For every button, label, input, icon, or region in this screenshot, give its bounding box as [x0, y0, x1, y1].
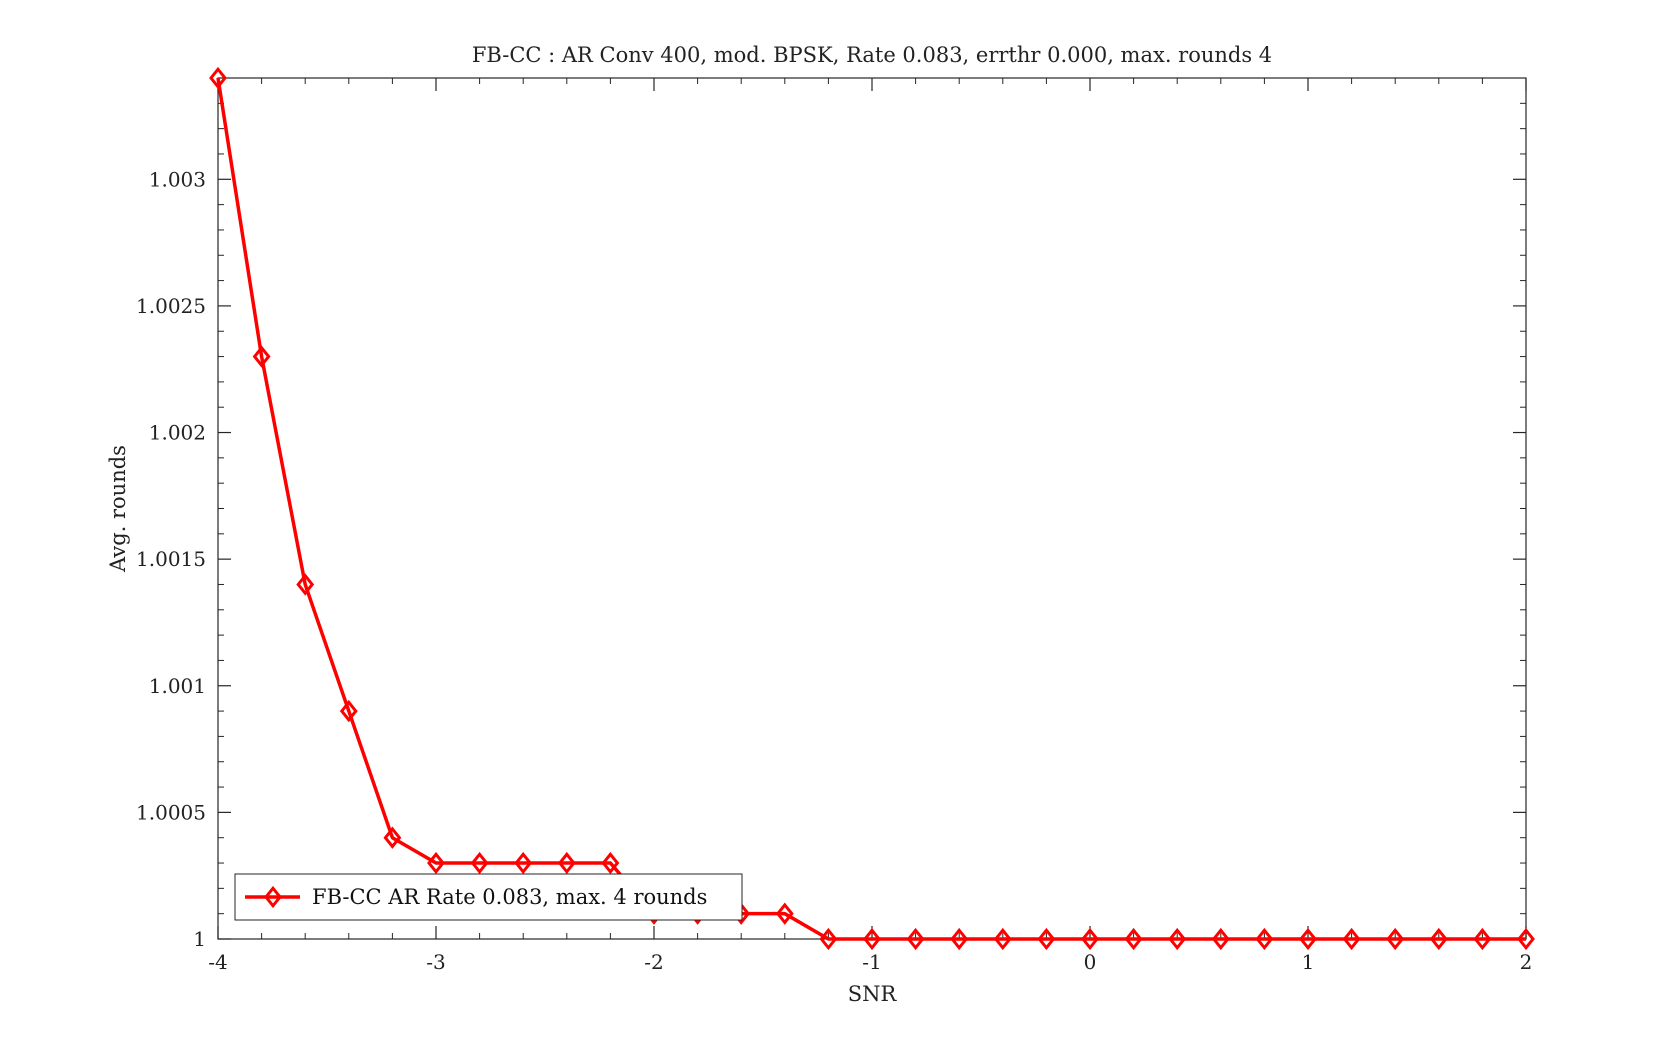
chart-title: FB-CC : AR Conv 400, mod. BPSK, Rate 0.0…: [472, 43, 1272, 67]
data-point-marker: [1299, 927, 1317, 951]
x-tick-label: -2: [644, 950, 663, 974]
y-tick-label: 1.0005: [136, 800, 206, 824]
data-point-marker: [863, 927, 881, 951]
data-point-marker: [1473, 927, 1492, 951]
x-tick-label: 2: [1520, 950, 1533, 974]
x-axis-tick-labels: -4 -3 -2 -1 0 1 2: [208, 950, 1532, 974]
data-point-marker: [993, 927, 1012, 951]
data-point-marker: [252, 345, 271, 368]
x-tick-label: 0: [1084, 950, 1097, 974]
data-point-marker: [1255, 927, 1274, 951]
legend: FB-CC AR Rate 0.083, max. 4 rounds: [234, 873, 743, 921]
data-point-marker: [1211, 927, 1230, 951]
y-axis-label: Avg. rounds: [106, 445, 130, 573]
data-point-marker: [1429, 927, 1448, 951]
data-point-marker: [1386, 927, 1405, 951]
data-point-marker: [470, 851, 489, 875]
data-point-marker: [339, 699, 358, 723]
data-point-marker: [775, 902, 794, 925]
data-point-marker: [383, 826, 402, 849]
y-tick-label: 1.003: [149, 167, 206, 191]
legend-entry-label: FB-CC AR Rate 0.083, max. 4 rounds: [312, 885, 707, 909]
data-point-marker: [1081, 927, 1099, 951]
data-point-marker: [1037, 927, 1056, 951]
data-point-marker: [906, 927, 925, 951]
data-point-marker: [427, 851, 445, 875]
data-point-marker: [557, 851, 576, 875]
data-point-marker: [819, 927, 838, 951]
x-tick-label: -4: [208, 950, 227, 974]
x-tick-label: -3: [426, 950, 445, 974]
y-axis-tick-labels: 1 1.0005 1.001 1.0015 1.002 1.0025 1.003: [136, 167, 206, 951]
data-point-marker: [1517, 927, 1535, 951]
legend-diamond-marker: [264, 885, 282, 909]
x-tick-label: 1: [1302, 950, 1315, 974]
data-point-marker: [1124, 927, 1143, 951]
data-point-marker: [514, 851, 533, 875]
plot-area: -4 -3 -2 -1 0 1 2 1 1.0005 1.001 1.0015 1.002 1.002…: [136, 66, 1535, 974]
data-point-marker: [1168, 927, 1187, 951]
series-line: [216, 77, 1526, 941]
series-layer: [209, 66, 1535, 951]
data-point-marker: [209, 66, 227, 90]
plot-frame: [217, 77, 1527, 940]
x-tick-label: -1: [862, 950, 881, 974]
y-tick-label: 1.0025: [136, 294, 206, 318]
y-tick-label: 1: [193, 927, 206, 951]
data-point-marker: [296, 573, 315, 596]
x-axis-label: SNR: [848, 982, 898, 1006]
y-tick-label: 1.002: [149, 421, 206, 445]
y-tick-label: 1.001: [149, 674, 206, 698]
legend-box: [234, 873, 743, 921]
data-point-marker: [601, 851, 620, 875]
y-tick-label: 1.0015: [136, 547, 206, 571]
data-point-marker: [950, 927, 969, 951]
data-point-marker: [1342, 927, 1361, 951]
